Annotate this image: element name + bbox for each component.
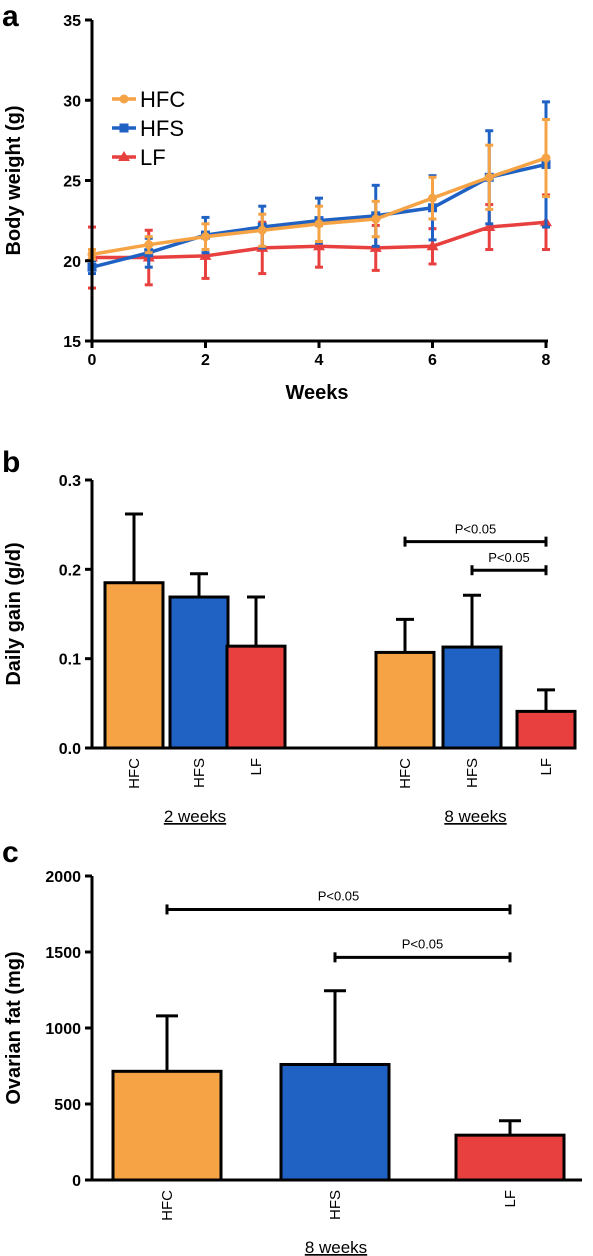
panel-c-ovarian-fat-chart: c HFC HFS LF 8 weeks P<0.05 P<0.05 0 500 1000 1500… bbox=[2, 836, 582, 1256]
data-point bbox=[541, 153, 551, 163]
significance-bracket: P<0.05 bbox=[403, 522, 548, 547]
category-label: LF bbox=[502, 1190, 519, 1208]
category-label: HFC bbox=[397, 758, 414, 789]
y-tick-label: 15 bbox=[63, 334, 81, 351]
data-point bbox=[257, 225, 267, 235]
significance-label: P<0.05 bbox=[455, 522, 497, 537]
y-tick-label: 1000 bbox=[45, 1021, 81, 1038]
error-bar bbox=[537, 688, 555, 712]
legend-marker bbox=[119, 123, 129, 133]
category-label: LF bbox=[248, 758, 265, 776]
legend: HFC HFS LF bbox=[112, 87, 185, 170]
panel-letter-a: a bbox=[2, 0, 19, 33]
y-axis-title: Daily gain (g/d) bbox=[3, 542, 25, 685]
significance-bracket: P<0.05 bbox=[470, 550, 548, 576]
y-axis-title: Body weight (g) bbox=[3, 106, 25, 256]
legend-marker bbox=[119, 94, 129, 104]
error-bar-lower bbox=[485, 177, 494, 211]
x-tick-label: 8 bbox=[542, 352, 551, 369]
data-point bbox=[371, 214, 381, 224]
y-tick-label: 2000 bbox=[45, 869, 81, 886]
bar-hfc bbox=[374, 650, 436, 750]
data-point bbox=[428, 193, 437, 203]
legend-item-lf: LF bbox=[112, 145, 166, 170]
error-bar-upper bbox=[542, 118, 550, 159]
x-tick-label: 4 bbox=[315, 352, 324, 369]
y-tick-label: 500 bbox=[54, 1097, 81, 1114]
error-bar bbox=[499, 1119, 521, 1136]
x-tick-label: 0 bbox=[88, 352, 97, 369]
legend-label: HFC bbox=[140, 87, 185, 112]
data-point bbox=[144, 240, 154, 250]
y-axis-title: Ovarian fat (mg) bbox=[3, 951, 25, 1104]
data-point bbox=[484, 172, 494, 182]
bar-hfs bbox=[441, 645, 503, 750]
error-bar bbox=[156, 1014, 178, 1072]
category-label: LF bbox=[538, 758, 555, 776]
bar-lf bbox=[225, 644, 287, 750]
error-bar bbox=[324, 989, 346, 1065]
error-bar bbox=[247, 595, 265, 647]
data-point bbox=[201, 232, 210, 242]
category-label: HFC bbox=[126, 758, 143, 789]
bar-hfs bbox=[279, 1062, 391, 1182]
panel-letter-c: c bbox=[2, 836, 19, 869]
legend-marker bbox=[118, 151, 130, 161]
data-point bbox=[426, 240, 439, 251]
bar-lf bbox=[454, 1133, 566, 1182]
panel-letter-b: b bbox=[2, 446, 20, 479]
significance-label: P<0.05 bbox=[488, 550, 530, 565]
bar-group: HFC HFS LF 2 weeks bbox=[103, 512, 287, 826]
significance-label: P<0.05 bbox=[402, 936, 444, 951]
category-label: HFC bbox=[159, 1190, 176, 1221]
data-point bbox=[314, 219, 324, 229]
group-label: 8 weeks bbox=[305, 1238, 367, 1256]
y-tick-label: 35 bbox=[63, 13, 81, 30]
legend-label: HFS bbox=[140, 116, 184, 141]
error-bar-lower bbox=[542, 158, 550, 199]
significance-bracket: P<0.05 bbox=[165, 888, 512, 915]
legend-label: LF bbox=[140, 145, 166, 170]
error-bar bbox=[396, 617, 414, 653]
bar-hfc bbox=[111, 1069, 223, 1182]
error-bar bbox=[190, 572, 208, 598]
group-label: 8 weeks bbox=[444, 807, 506, 826]
y-tick-label: 0.0 bbox=[59, 741, 81, 758]
y-tick-label: 0.2 bbox=[59, 562, 81, 579]
x-tick-label: 2 bbox=[201, 352, 210, 369]
bar-hfs bbox=[168, 595, 230, 750]
significance-label: P<0.05 bbox=[318, 888, 360, 903]
y-tick-label: 20 bbox=[63, 254, 81, 271]
panel-b-daily-gain-chart: b HFC HFS LF 2 weeks HFC HFS LF 8 weeks P<0.05 P<0… bbox=[2, 446, 577, 826]
category-label: HFS bbox=[327, 1190, 344, 1220]
error-bar bbox=[125, 512, 143, 583]
category-label: HFS bbox=[464, 758, 481, 788]
y-tick-label: 0 bbox=[72, 1173, 81, 1190]
group-label: 2 weeks bbox=[164, 807, 226, 826]
bar-lf bbox=[515, 709, 577, 750]
y-tick-label: 25 bbox=[63, 174, 81, 191]
y-tick-label: 0.3 bbox=[59, 473, 81, 490]
y-tick-label: 1500 bbox=[45, 945, 81, 962]
category-label: HFS bbox=[191, 758, 208, 788]
x-axis-title: Weeks bbox=[285, 382, 348, 404]
legend-item-hfc: HFC bbox=[112, 87, 185, 112]
data-point bbox=[313, 240, 325, 251]
error-bar bbox=[463, 593, 481, 648]
bar-hfc bbox=[103, 581, 165, 750]
data-point bbox=[483, 221, 496, 232]
error-bar-lower bbox=[258, 247, 267, 276]
legend-item-hfs: HFS bbox=[112, 116, 184, 141]
error-bar-upper bbox=[485, 143, 494, 178]
x-tick-label: 6 bbox=[428, 352, 437, 369]
data-point bbox=[199, 249, 212, 260]
y-tick-label: 0.1 bbox=[59, 652, 81, 669]
significance-bracket: P<0.05 bbox=[333, 936, 512, 963]
bar-group: HFC HFS LF 8 weeks bbox=[374, 593, 577, 826]
y-tick-label: 30 bbox=[63, 93, 81, 110]
